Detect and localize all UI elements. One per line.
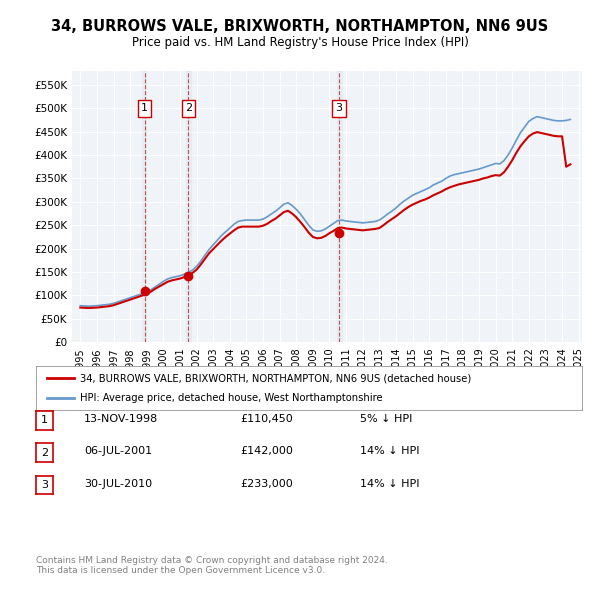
Text: 14% ↓ HPI: 14% ↓ HPI <box>360 479 419 489</box>
Bar <box>186 71 191 342</box>
Text: Price paid vs. HM Land Registry's House Price Index (HPI): Price paid vs. HM Land Registry's House … <box>131 36 469 49</box>
Text: 06-JUL-2001: 06-JUL-2001 <box>84 447 152 456</box>
Bar <box>142 71 147 342</box>
Text: £110,450: £110,450 <box>240 414 293 424</box>
Text: 2: 2 <box>41 448 48 457</box>
Text: 3: 3 <box>41 480 48 490</box>
Text: Contains HM Land Registry data © Crown copyright and database right 2024.
This d: Contains HM Land Registry data © Crown c… <box>36 556 388 575</box>
Text: 5% ↓ HPI: 5% ↓ HPI <box>360 414 412 424</box>
Text: 34, BURROWS VALE, BRIXWORTH, NORTHAMPTON, NN6 9US: 34, BURROWS VALE, BRIXWORTH, NORTHAMPTON… <box>52 19 548 34</box>
Text: £142,000: £142,000 <box>240 447 293 456</box>
Text: 1: 1 <box>41 415 48 425</box>
Text: 3: 3 <box>335 103 343 113</box>
Text: HPI: Average price, detached house, West Northamptonshire: HPI: Average price, detached house, West… <box>80 393 382 402</box>
Bar <box>337 71 341 342</box>
Text: 30-JUL-2010: 30-JUL-2010 <box>84 479 152 489</box>
Text: 13-NOV-1998: 13-NOV-1998 <box>84 414 158 424</box>
Text: 34, BURROWS VALE, BRIXWORTH, NORTHAMPTON, NN6 9US (detached house): 34, BURROWS VALE, BRIXWORTH, NORTHAMPTON… <box>80 373 471 383</box>
Text: 1: 1 <box>141 103 148 113</box>
Text: 14% ↓ HPI: 14% ↓ HPI <box>360 447 419 456</box>
Text: £233,000: £233,000 <box>240 479 293 489</box>
Text: 2: 2 <box>185 103 192 113</box>
